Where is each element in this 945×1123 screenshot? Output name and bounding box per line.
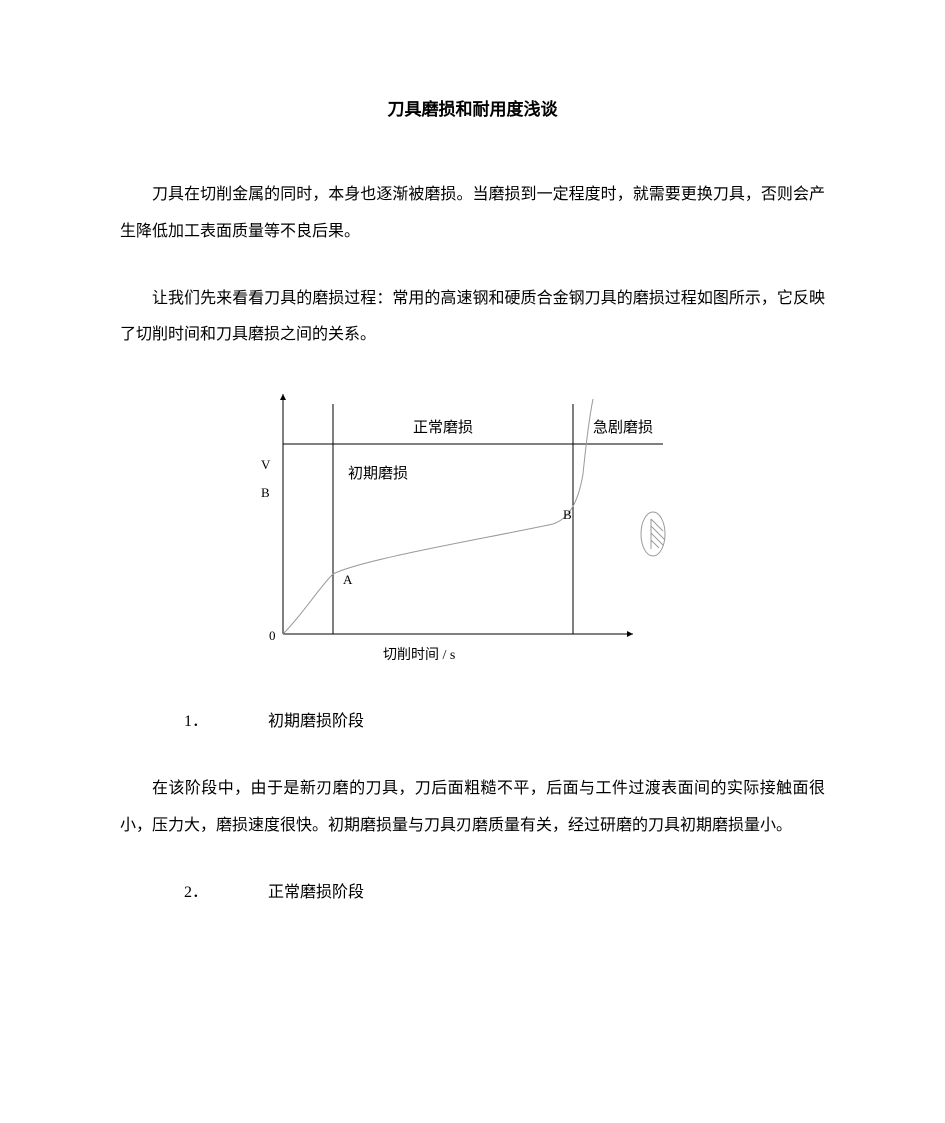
wear-curve-chart: 正常磨损急剧磨损初期磨损V B切削时间 / s0AB <box>120 384 825 674</box>
svg-text:0: 0 <box>269 628 276 643</box>
svg-text:初期磨损: 初期磨损 <box>348 465 408 482</box>
svg-text:A: A <box>343 572 353 587</box>
heading-2: 2． 正常磨损阶段 <box>120 875 825 912</box>
heading-2-text: 正常磨损阶段 <box>236 875 364 912</box>
chart-svg: 正常磨损急剧磨损初期磨损V B切削时间 / s0AB <box>233 384 713 674</box>
svg-text:切削时间 / s: 切削时间 / s <box>383 647 455 663</box>
document-page: 刀具磨损和耐用度浅谈 刀具在切削金属的同时，本身也逐渐被磨损。当磨损到一定程度时… <box>0 0 945 1123</box>
paragraph-1: 刀具在切削金属的同时，本身也逐渐被磨损。当磨损到一定程度时，就需要更换刀具，否则… <box>120 177 825 251</box>
paragraph-2: 让我们先来看看刀具的磨损过程：常用的高速钢和硬质合金钢刀具的磨损过程如图所示，它… <box>120 281 825 355</box>
heading-1: 1． 初期磨损阶段 <box>120 704 825 741</box>
svg-text:急剧磨损: 急剧磨损 <box>593 419 653 436</box>
svg-text:B: B <box>563 507 572 522</box>
document-title: 刀具磨损和耐用度浅谈 <box>120 90 825 129</box>
heading-2-number: 2． <box>152 875 208 912</box>
svg-text:正常磨损: 正常磨损 <box>413 419 473 436</box>
paragraph-3: 在该阶段中，由于是新刃磨的刀具，刀后面粗糙不平，后面与工件过渡表面间的实际接触面… <box>120 771 825 845</box>
heading-1-text: 初期磨损阶段 <box>236 704 364 741</box>
heading-1-number: 1． <box>152 704 208 741</box>
